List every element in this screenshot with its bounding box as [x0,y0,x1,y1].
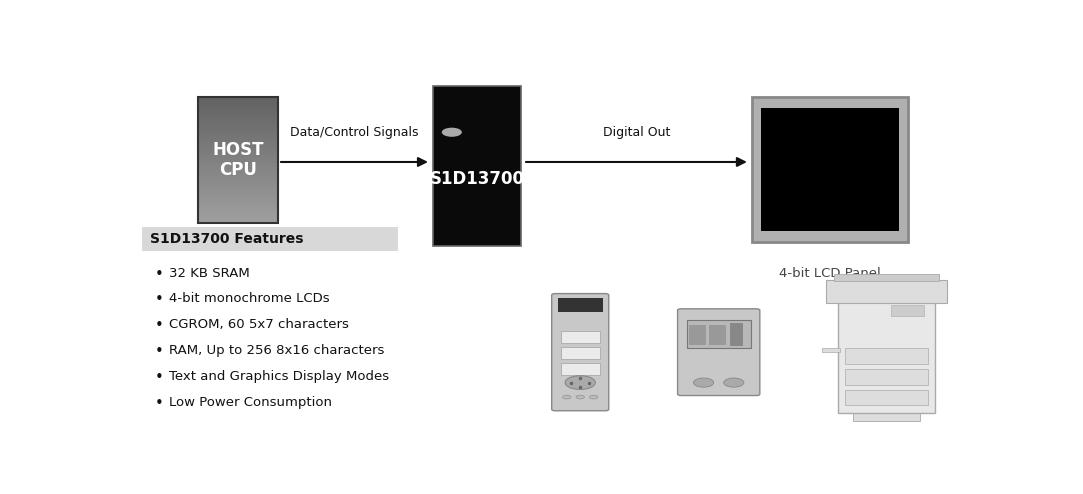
Text: •: • [155,370,164,385]
Bar [198,123,278,125]
Bar [198,188,278,192]
Bar [561,363,600,374]
Text: HOST
CPU: HOST CPU [212,141,264,179]
Bar [198,97,278,100]
Bar [198,119,278,123]
Bar [198,157,278,160]
Bar [198,138,278,141]
Bar [198,107,278,110]
Bar [561,331,600,343]
Bar [198,210,278,213]
Circle shape [562,395,571,399]
Bar [689,325,706,345]
Bar [198,163,278,166]
Bar [709,325,727,345]
Text: Low Power Consumption: Low Power Consumption [169,396,332,409]
Circle shape [723,378,744,387]
Bar [198,144,278,148]
Bar [845,348,928,364]
Text: •: • [155,267,164,282]
Bar [198,129,278,132]
Bar [561,347,600,359]
Bar [198,154,278,157]
Bar [198,151,278,154]
Bar [198,192,278,195]
Bar [730,323,743,346]
Bar [845,370,928,384]
Bar [198,176,278,179]
Text: 4-bit monochrome LCDs: 4-bit monochrome LCDs [169,292,329,305]
Bar [198,216,278,220]
Bar [198,169,278,172]
Text: RAM, Up to 256 8x16 characters: RAM, Up to 256 8x16 characters [169,344,384,357]
Bar [198,166,278,169]
Text: 32 KB SRAM: 32 KB SRAM [169,267,250,280]
Circle shape [565,376,596,389]
Bar [198,135,278,138]
FancyBboxPatch shape [551,293,609,411]
Bar [198,113,278,116]
Bar [845,390,928,406]
Text: Data/Control Signals: Data/Control Signals [290,126,419,139]
Bar [198,141,278,144]
Bar [198,204,278,207]
Bar [198,220,278,223]
Bar [198,110,278,113]
Bar [760,108,899,231]
Bar [834,274,939,281]
Bar [198,116,278,119]
Text: •: • [155,318,164,333]
Bar [687,320,751,348]
Text: Text and Graphics Display Modes: Text and Graphics Display Modes [169,370,389,383]
Text: S1D13700 Features: S1D13700 Features [151,232,304,246]
Circle shape [442,127,461,137]
Bar [753,97,908,242]
Bar [198,207,278,210]
Bar [198,100,278,104]
Bar [198,125,278,129]
Bar [198,213,278,216]
Bar [198,201,278,204]
Bar [198,148,278,151]
Text: •: • [155,396,164,411]
Bar [198,104,278,107]
Bar [198,185,278,188]
Bar [852,411,921,421]
Text: CGROM, 60 5x7 characters: CGROM, 60 5x7 characters [169,318,349,331]
Bar [838,299,935,413]
Bar [198,160,278,163]
Bar [822,348,840,352]
Text: S1D13700: S1D13700 [430,169,525,188]
Bar [433,86,522,246]
Text: Digital Out: Digital Out [603,126,670,139]
Text: •: • [155,292,164,307]
Text: 4-bit LCD Panel: 4-bit LCD Panel [779,267,880,280]
Bar [142,227,399,251]
Circle shape [693,378,714,387]
Bar [558,298,603,312]
Bar [198,172,278,176]
Bar [198,195,278,198]
Circle shape [589,395,598,399]
FancyBboxPatch shape [678,309,760,396]
Bar [198,97,278,223]
Bar [198,179,278,182]
Circle shape [576,395,585,399]
Bar [198,132,278,135]
Bar [825,280,948,303]
Bar [890,305,925,316]
Bar [198,182,278,185]
Text: •: • [155,344,164,359]
Bar [198,198,278,201]
